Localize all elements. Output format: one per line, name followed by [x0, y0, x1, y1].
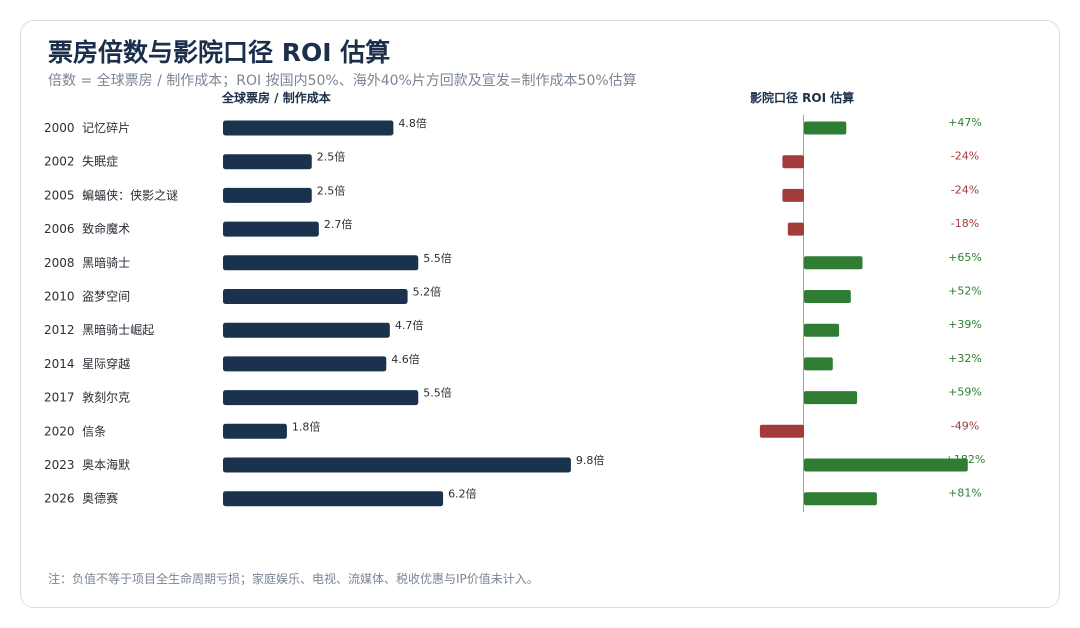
category-label: 2012 黑暗骑士崛起: [44, 322, 154, 337]
roi-value-label: -18%: [951, 217, 979, 230]
roi-value-label: -49%: [951, 419, 979, 432]
roi-bar: [804, 458, 968, 472]
multiple-bar: [223, 423, 287, 439]
chart-subtitle: 倍数 = 全球票房 / 制作成本；ROI 按国内50%、海外40%片方回款及宣发…: [48, 73, 637, 89]
multiple-bar: [223, 120, 394, 136]
roi-value-label: -24%: [951, 150, 979, 163]
category-label: 2006 致命魔术: [44, 221, 130, 236]
multiple-value-label: 4.7倍: [395, 318, 424, 332]
multiple-value-label: 5.5倍: [423, 251, 452, 265]
roi-value-label: +65%: [948, 251, 982, 264]
multiple-bar: [223, 356, 387, 372]
category-label: 2005 蝙蝠侠：侠影之谜: [44, 187, 178, 202]
multiple-value-label: 9.8倍: [576, 453, 605, 467]
roi-bar: [804, 391, 858, 405]
footnote: 注：负值不等于项目全生命周期亏损；家庭娱乐、电视、流媒体、税收优惠与IP价值未计…: [48, 572, 539, 586]
roi-value-label: +39%: [948, 318, 982, 331]
category-label: 2000 记忆碎片: [44, 120, 130, 135]
roi-bar: [804, 290, 851, 303]
roi-bar: [804, 357, 833, 371]
roi-panel-title: 影院口径 ROI 估算: [750, 90, 854, 105]
roi-bar: [804, 256, 863, 270]
category-label: 2008 黑暗骑士: [44, 255, 130, 270]
multiple-value-label: 5.5倍: [423, 386, 452, 400]
roi-bar: [804, 121, 847, 135]
roi-bar: [804, 323, 840, 337]
multiple-value-label: 4.6倍: [391, 352, 420, 366]
multiple-value-label: 2.7倍: [324, 217, 353, 231]
roi-value-label: +81%: [948, 487, 982, 500]
multiple-bar: [223, 154, 312, 170]
multiple-bar: [223, 390, 419, 406]
chart-title: 票房倍数与影院口径 ROI 估算: [48, 38, 391, 67]
multiple-value-label: 4.8倍: [398, 116, 427, 130]
category-label: 2017 敦刻尔克: [44, 390, 130, 405]
roi-bar: [787, 222, 804, 236]
multiple-bar: [223, 491, 444, 507]
multiple-bar: [223, 221, 319, 237]
roi-bar: [782, 155, 804, 169]
roi-value-label: +182%: [945, 453, 986, 466]
category-label: 2026 奥德赛: [44, 491, 118, 506]
roi-value-label: +47%: [948, 116, 982, 129]
roi-value-label: +32%: [948, 352, 982, 365]
category-label: 2002 失眠症: [44, 154, 118, 169]
roi-bar: [782, 188, 804, 202]
multiple-value-label: 2.5倍: [317, 150, 346, 164]
roi-bar: [759, 424, 804, 438]
multiple-bar: [223, 255, 419, 271]
multiple-value-label: 5.2倍: [413, 285, 442, 299]
multiple-value-label: 2.5倍: [317, 183, 346, 197]
multiple-value-label: 1.8倍: [292, 419, 321, 433]
multiple-bar: [223, 187, 312, 203]
category-label: 2020 信条: [44, 424, 106, 438]
multiple-bar: [223, 289, 408, 304]
multiple-bar: [223, 457, 571, 473]
roi-value-label: +59%: [948, 386, 982, 399]
category-label: 2023 奥本海默: [44, 457, 130, 472]
category-label: 2010 盗梦空间: [44, 289, 130, 304]
roi-bar: [804, 492, 877, 506]
roi-value-label: -24%: [951, 183, 979, 196]
roi-value-label: +52%: [948, 285, 982, 298]
multiple-panel-title: 全球票房 / 制作成本: [221, 90, 331, 105]
chart-card: [20, 20, 1060, 608]
multiple-bar: [223, 322, 390, 338]
category-label: 2014 星际穿越: [44, 356, 130, 371]
multiple-value-label: 6.2倍: [448, 487, 477, 501]
